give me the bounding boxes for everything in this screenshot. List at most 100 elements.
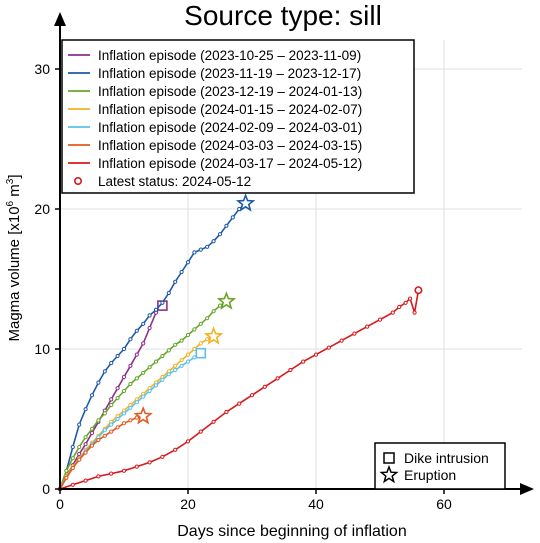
marker-legend-entry: Eruption	[379, 464, 456, 484]
data-point	[147, 460, 152, 465]
legend-entry: Inflation episode (2024-02-09 – 2024-03-…	[68, 120, 362, 135]
legend-entry: Inflation episode (2023-10-25 – 2023-11-…	[68, 48, 361, 63]
legend-box	[61, 39, 415, 194]
data-point	[153, 307, 159, 312]
data-point	[185, 332, 191, 338]
data-point	[339, 338, 344, 343]
data-point	[147, 388, 152, 394]
x-tick-label: 40	[308, 496, 324, 512]
data-point	[96, 437, 101, 443]
dike-intrusion-marker	[195, 347, 207, 359]
data-point	[64, 468, 69, 473]
y-axis-label-end: ]	[6, 174, 23, 178]
series-8	[414, 286, 423, 295]
legend-entry: Inflation episode (2024-01-15 – 2024-02-…	[68, 102, 362, 117]
data-point	[121, 411, 127, 416]
data-point	[134, 328, 139, 333]
data-point	[115, 425, 120, 430]
data-point	[109, 471, 114, 476]
legend-label: Inflation episode (2024-02-09 – 2024-03-…	[98, 120, 362, 135]
data-point	[211, 239, 216, 244]
data-point	[121, 374, 127, 380]
y-axis-label-main: Magma volume [x10	[6, 206, 23, 341]
data-point	[109, 397, 114, 402]
data-point	[128, 363, 133, 368]
data-point	[185, 260, 191, 265]
series-7	[57, 288, 421, 492]
star-symbol	[379, 464, 399, 484]
data-point	[83, 478, 88, 483]
data-point	[173, 342, 178, 347]
y-axis-label-exp: 6	[5, 200, 16, 206]
data-point	[128, 381, 133, 387]
data-point	[141, 394, 146, 399]
data-point	[121, 388, 127, 394]
data-point	[102, 428, 107, 433]
data-point	[70, 465, 75, 471]
legend-label: Inflation episode (2024-03-03 – 2024-03-…	[98, 138, 362, 153]
series-line	[59, 202, 247, 490]
data-point	[192, 250, 197, 255]
data-point	[128, 405, 133, 410]
data-point	[109, 429, 114, 434]
data-point	[70, 444, 75, 450]
series-2	[57, 193, 256, 492]
data-point	[70, 482, 75, 487]
data-point	[128, 337, 133, 342]
series-6	[57, 405, 153, 492]
x-ticks: 0 20 40 60	[56, 489, 452, 512]
data-point	[115, 395, 120, 401]
data-point	[160, 300, 165, 305]
data-point	[313, 352, 319, 357]
x-tick-label: 20	[180, 496, 196, 512]
data-point	[198, 247, 203, 252]
data-point	[134, 415, 139, 420]
eruption-marker	[235, 193, 256, 212]
data-point	[141, 370, 146, 375]
data-point	[153, 359, 159, 364]
data-point	[64, 475, 69, 480]
data-point	[224, 409, 229, 415]
series-line	[59, 290, 420, 490]
y-tick-label: 0	[42, 481, 50, 497]
data-point	[109, 360, 114, 366]
legend-entry: Inflation episode (2023-12-19 – 2024-01-…	[68, 84, 362, 99]
eruption-marker	[133, 405, 153, 425]
marker-legend-box	[374, 442, 506, 490]
data-point	[83, 442, 88, 447]
data-point	[205, 316, 210, 321]
data-point	[326, 345, 331, 350]
square-symbol	[383, 452, 395, 464]
legend-entry: Inflation episode (2024-03-17 – 2024-05-…	[68, 156, 362, 171]
data-point	[153, 383, 159, 388]
data-point	[160, 377, 165, 382]
data-point	[173, 367, 178, 373]
data-point	[121, 468, 127, 473]
data-point	[205, 337, 210, 342]
series-layer	[57, 193, 423, 492]
data-point	[115, 353, 120, 359]
data-point	[83, 407, 88, 412]
legend-entry: Inflation episode (2023-11-19 – 2023-12-…	[68, 66, 361, 81]
data-point	[249, 393, 255, 398]
data-point	[115, 416, 120, 422]
data-point	[377, 317, 383, 322]
data-point	[102, 411, 107, 416]
legend-label: Inflation episode (2023-10-25 – 2023-11-…	[98, 48, 361, 63]
data-point	[121, 421, 127, 426]
data-point	[230, 215, 235, 220]
data-point	[141, 341, 146, 346]
marker-legend-label: Dike intrusion	[404, 450, 489, 466]
data-point	[179, 358, 184, 363]
legend-label: Inflation episode (2023-12-19 – 2024-01-…	[98, 84, 362, 99]
data-point	[128, 418, 133, 423]
data-point	[192, 327, 197, 332]
y-tick-label: 30	[34, 61, 50, 77]
eruption-marker	[203, 326, 224, 345]
series-legend: Inflation episode (2023-10-25 – 2023-11-…	[61, 39, 415, 194]
data-point	[166, 348, 171, 353]
data-point	[89, 430, 95, 436]
data-point	[198, 321, 203, 326]
data-point	[96, 474, 101, 479]
